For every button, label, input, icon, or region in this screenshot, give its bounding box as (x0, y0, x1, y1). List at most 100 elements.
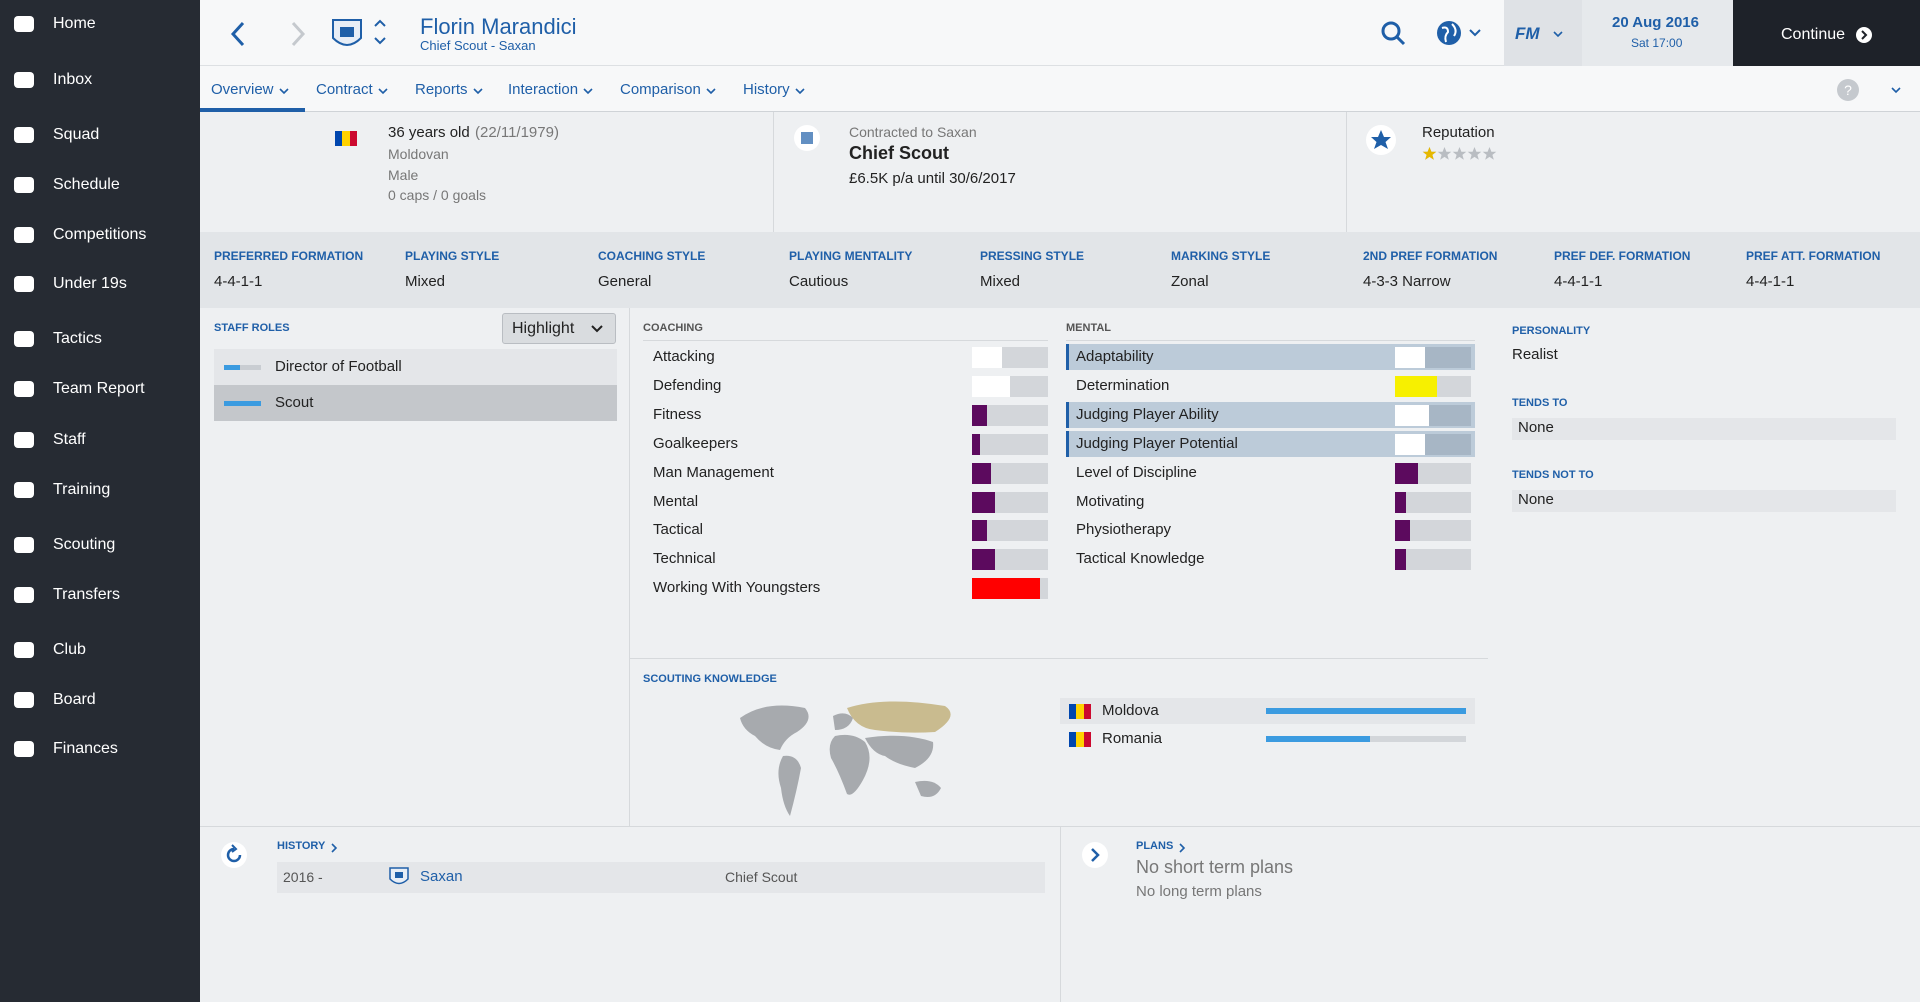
staff-subtitle: Chief Scout - Saxan (420, 38, 536, 54)
club-badge (389, 867, 409, 885)
role-name[interactable]: Scout (275, 394, 314, 411)
sidebar-label[interactable]: Board (53, 691, 96, 709)
attribute-name: Physiotherapy (1076, 521, 1172, 539)
sidebar-label[interactable]: Finances (53, 740, 118, 758)
attribute-name: Level of Discipline (1076, 463, 1197, 481)
tactic-value: Cautious (789, 273, 849, 290)
sidebar-label[interactable]: Staff (53, 431, 86, 449)
sidebar-label[interactable]: Inbox (53, 71, 93, 89)
sidebar-label[interactable]: Schedule (53, 176, 120, 194)
svg-text:?: ? (1844, 82, 1852, 98)
flag (1069, 704, 1091, 719)
role-indicator-part (224, 365, 240, 370)
fm-box[interactable] (1504, 0, 1582, 66)
forward-arrow (291, 21, 306, 47)
sidebar-label[interactable]: Scouting (53, 536, 116, 554)
sidebar-label[interactable]: Training (53, 481, 111, 499)
role-name[interactable]: Director of Football (275, 358, 402, 375)
sidebar-label[interactable]: Home (53, 15, 96, 33)
attribute-name: Man Management (653, 463, 774, 481)
history-club[interactable]: Saxan (420, 868, 463, 885)
attribute-bar (972, 578, 1041, 600)
gender: Male (388, 166, 419, 183)
role-row[interactable] (214, 385, 617, 421)
attribute-name: Determination (1076, 376, 1170, 394)
tactic-value: Mixed (405, 273, 446, 290)
short-plans: No short term plans (1136, 857, 1294, 878)
contract-label: Contracted to Saxan (849, 123, 977, 140)
long-plans: No long term plans (1136, 883, 1262, 900)
attribute-bar (972, 491, 995, 513)
attribute-track (972, 433, 1048, 455)
tab[interactable]: Reports (415, 81, 468, 98)
sidebar-label[interactable]: Transfers (53, 586, 120, 604)
tactics-strip (200, 232, 1920, 308)
sidebar-label[interactable]: Club (53, 641, 86, 659)
highlight-label[interactable]: Highlight (512, 320, 575, 338)
reputation-stars (1422, 147, 1437, 160)
sidebar-icon (14, 177, 34, 193)
reputation-icon (1366, 125, 1396, 155)
chevron (1179, 843, 1186, 853)
chevron (1891, 87, 1901, 94)
tends-not-to: None (1518, 491, 1554, 508)
tab[interactable]: Contract (316, 81, 373, 98)
chevron (378, 88, 388, 95)
tab[interactable]: Overview (211, 81, 274, 98)
tab[interactable]: Interaction (508, 81, 579, 98)
sidebar-icon (14, 381, 34, 397)
profile-panel (200, 112, 1920, 232)
attribute-bar (1395, 404, 1430, 426)
value-row (1512, 418, 1896, 440)
sidebar-icon (14, 537, 34, 553)
tactic-value: 4-4-1-1 (214, 273, 263, 290)
attribute-bar (1395, 491, 1407, 513)
tab[interactable]: Comparison (620, 81, 701, 98)
highlight-button[interactable] (502, 313, 616, 344)
section-title[interactable]: HISTORY (277, 840, 326, 853)
continue-label[interactable]: Continue (1781, 26, 1846, 44)
world-map (740, 701, 951, 816)
switch (374, 19, 386, 45)
sidebar-icon (14, 741, 34, 757)
section-title[interactable]: PLANS (1136, 840, 1174, 853)
continue-button[interactable] (1733, 0, 1920, 66)
attribute-name: Attacking (653, 348, 715, 365)
fm-logo[interactable]: FM (1515, 23, 1540, 43)
tab-underline (200, 108, 305, 112)
date: 20 Aug 2016 (1612, 14, 1699, 31)
tactic-label: COACHING STYLE (598, 248, 706, 263)
sidebar-label[interactable]: Squad (53, 126, 100, 144)
attribute-name: Judging Player Ability (1076, 405, 1219, 423)
sidebar-label[interactable]: Tactics (53, 330, 102, 348)
attribute-name: Working With Youngsters (653, 579, 821, 597)
search-icon (1381, 21, 1406, 46)
chevron (331, 843, 338, 853)
sidebar-icon (14, 642, 34, 658)
section-title: PERSONALITY (1512, 325, 1591, 338)
tab[interactable]: History (743, 81, 790, 98)
attribute-name: Defending (653, 376, 722, 394)
divider (773, 112, 774, 232)
time: Sat 17:00 (1631, 35, 1683, 50)
section-title: COACHING (643, 322, 703, 335)
sidebar-icon (14, 587, 34, 603)
chevron (795, 88, 805, 95)
role-row[interactable] (214, 349, 617, 385)
reputation-label: Reputation (1422, 124, 1495, 141)
attribute-name: Tactical Knowledge (1076, 550, 1205, 568)
value-row (1512, 490, 1896, 512)
sidebar-label[interactable]: Under 19s (53, 275, 127, 293)
sidebar-label[interactable]: Team Report (53, 380, 145, 398)
history-role: Chief Scout (725, 868, 798, 885)
tab-bar (200, 66, 1920, 112)
country-name: Moldova (1102, 702, 1159, 719)
tactic-label: PLAYING MENTALITY (789, 248, 913, 263)
sidebar-label[interactable]: Competitions (53, 226, 147, 244)
sidebar-icon (14, 276, 34, 292)
attribute-bar (1395, 375, 1437, 397)
sidebar-icon (14, 432, 34, 448)
history-years: 2016 - (283, 868, 323, 885)
attribute-bar (972, 347, 1003, 368)
attribute-track (1395, 549, 1471, 571)
